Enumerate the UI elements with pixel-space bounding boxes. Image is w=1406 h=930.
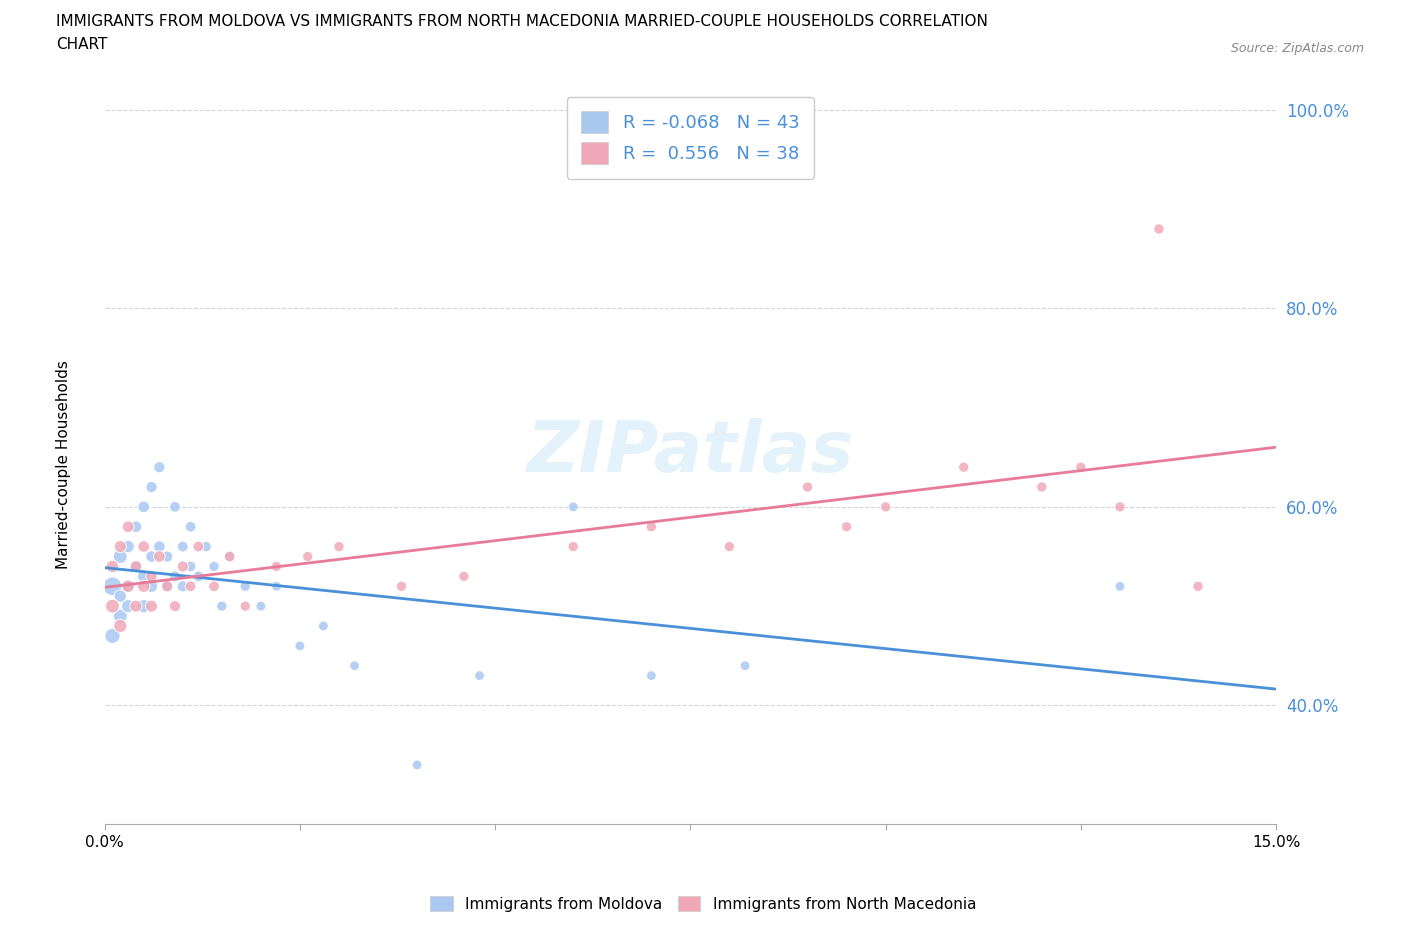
Point xyxy=(835,519,858,534)
Point xyxy=(163,499,186,514)
Point xyxy=(117,578,139,593)
Text: ZIPatlas: ZIPatlas xyxy=(527,418,853,486)
Point xyxy=(875,499,897,514)
Point xyxy=(132,539,155,554)
Point xyxy=(266,559,288,574)
Point xyxy=(141,578,163,593)
Point xyxy=(132,499,155,514)
Point xyxy=(148,459,170,474)
Point xyxy=(156,578,179,593)
Point xyxy=(343,658,366,673)
Point xyxy=(172,559,194,574)
Point xyxy=(125,559,148,574)
Point xyxy=(125,519,148,534)
Point xyxy=(1147,221,1170,236)
Legend: R = -0.068   N = 43, R =  0.556   N = 38: R = -0.068 N = 43, R = 0.556 N = 38 xyxy=(567,97,814,179)
Text: IMMIGRANTS FROM MOLDOVA VS IMMIGRANTS FROM NORTH MACEDONIA MARRIED-COUPLE HOUSEH: IMMIGRANTS FROM MOLDOVA VS IMMIGRANTS FR… xyxy=(56,14,988,29)
Point xyxy=(1187,578,1209,593)
Point xyxy=(180,519,202,534)
Point xyxy=(101,559,124,574)
Point xyxy=(110,539,132,554)
Point xyxy=(101,578,124,593)
Point xyxy=(148,539,170,554)
Point xyxy=(562,539,585,554)
Point xyxy=(117,539,139,554)
Point xyxy=(266,578,288,593)
Legend: Immigrants from Moldova, Immigrants from North Macedonia: Immigrants from Moldova, Immigrants from… xyxy=(423,889,983,918)
Point xyxy=(218,549,240,564)
Point xyxy=(952,459,974,474)
Point xyxy=(101,599,124,614)
Point xyxy=(172,539,194,554)
Text: Married-couple Households: Married-couple Households xyxy=(56,361,70,569)
Point xyxy=(202,578,225,593)
Point xyxy=(734,658,756,673)
Point xyxy=(110,618,132,633)
Point xyxy=(233,599,256,614)
Point xyxy=(1109,578,1132,593)
Point xyxy=(125,599,148,614)
Point xyxy=(141,599,163,614)
Point xyxy=(328,539,350,554)
Point xyxy=(640,519,662,534)
Point xyxy=(110,589,132,604)
Point xyxy=(250,599,273,614)
Text: CHART: CHART xyxy=(56,37,108,52)
Point xyxy=(1031,480,1053,495)
Point xyxy=(132,599,155,614)
Point xyxy=(233,578,256,593)
Point xyxy=(156,578,179,593)
Point xyxy=(218,549,240,564)
Point xyxy=(156,549,179,564)
Point xyxy=(117,599,139,614)
Point xyxy=(163,599,186,614)
Point xyxy=(453,569,475,584)
Point xyxy=(718,539,741,554)
Point xyxy=(562,499,585,514)
Point xyxy=(110,608,132,623)
Point xyxy=(312,618,335,633)
Text: Source: ZipAtlas.com: Source: ZipAtlas.com xyxy=(1230,42,1364,55)
Point xyxy=(148,549,170,564)
Point xyxy=(117,519,139,534)
Point xyxy=(288,638,311,653)
Point xyxy=(297,549,319,564)
Point xyxy=(1070,459,1092,474)
Point xyxy=(391,578,413,593)
Point xyxy=(141,480,163,495)
Point xyxy=(172,578,194,593)
Point xyxy=(187,569,209,584)
Point xyxy=(1109,499,1132,514)
Point xyxy=(125,559,148,574)
Point xyxy=(180,559,202,574)
Point xyxy=(796,480,818,495)
Point xyxy=(141,549,163,564)
Point xyxy=(110,549,132,564)
Point xyxy=(117,578,139,593)
Point xyxy=(468,668,491,683)
Point xyxy=(187,539,209,554)
Point xyxy=(101,629,124,644)
Point xyxy=(180,578,202,593)
Point xyxy=(163,569,186,584)
Point xyxy=(640,668,662,683)
Point xyxy=(406,758,429,773)
Point xyxy=(195,539,218,554)
Point xyxy=(141,569,163,584)
Point xyxy=(202,559,225,574)
Point xyxy=(211,599,233,614)
Point xyxy=(132,578,155,593)
Point xyxy=(132,569,155,584)
